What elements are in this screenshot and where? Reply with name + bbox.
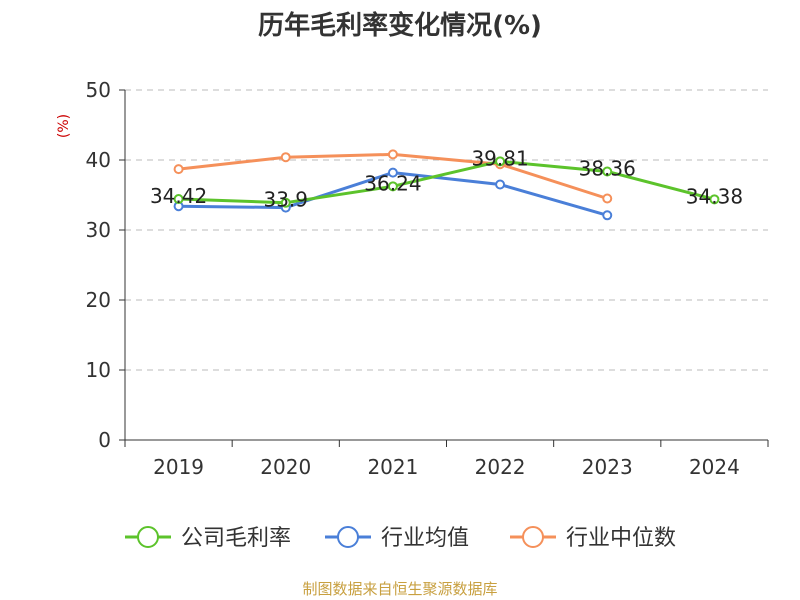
y-tick-label: 50	[86, 78, 111, 102]
y-tick-label: 30	[86, 218, 111, 242]
x-tick-label: 2021	[367, 455, 418, 479]
legend-label: 公司毛利率	[181, 526, 291, 551]
data-point	[709, 194, 720, 205]
data-point	[602, 166, 613, 177]
data-point	[387, 149, 398, 160]
data-point	[173, 194, 184, 205]
data-point	[602, 193, 613, 204]
source-note: 制图数据来自恒生聚源数据库	[302, 580, 497, 598]
series-line-0	[178, 159, 715, 205]
data-point	[387, 181, 398, 192]
data-point	[495, 179, 506, 190]
chart-title: 历年毛利率变化情况(%)	[258, 10, 542, 41]
legend-label: 行业中位数	[566, 526, 676, 551]
data-point	[280, 152, 291, 163]
y-tick-label: 20	[86, 288, 111, 312]
grid-lines	[125, 89, 768, 371]
data-point	[602, 210, 613, 221]
x-tick-label: 2020	[260, 455, 311, 479]
data-label: 39.81	[471, 146, 528, 170]
data-label: 38.36	[579, 156, 636, 180]
x-tick-label: 2023	[582, 455, 633, 479]
data-label: 36.24	[364, 171, 421, 195]
legend: 公司毛利率 行业均值 行业中位数	[125, 526, 676, 551]
data-point	[495, 156, 506, 167]
legend-label: 行业均值	[381, 526, 469, 551]
data-point	[280, 197, 291, 208]
data-label: 33.9	[263, 188, 308, 212]
legend-marker	[137, 526, 159, 548]
data-point	[173, 164, 184, 175]
data-label: 34.42	[150, 184, 207, 208]
legend-marker	[522, 526, 544, 548]
axes: 0 10 20 30 40 50 2019 2020 2021 2022 2023 2024	[86, 78, 769, 479]
x-tick-label: 2024	[689, 455, 740, 479]
series-group	[173, 149, 720, 221]
y-tick-label: 40	[86, 148, 111, 172]
x-tick-label: 2019	[153, 455, 204, 479]
x-tick-label: 2022	[475, 455, 526, 479]
data-label: 34.38	[686, 184, 743, 208]
y-axis-unit: (%)	[56, 114, 72, 138]
legend-marker	[337, 526, 359, 548]
y-tick-label: 10	[86, 358, 111, 382]
data-point	[387, 167, 398, 178]
data-labels: 34.42 33.9 36.24 39.81 38.36 34.38	[150, 146, 743, 211]
y-tick-label: 0	[98, 428, 111, 452]
